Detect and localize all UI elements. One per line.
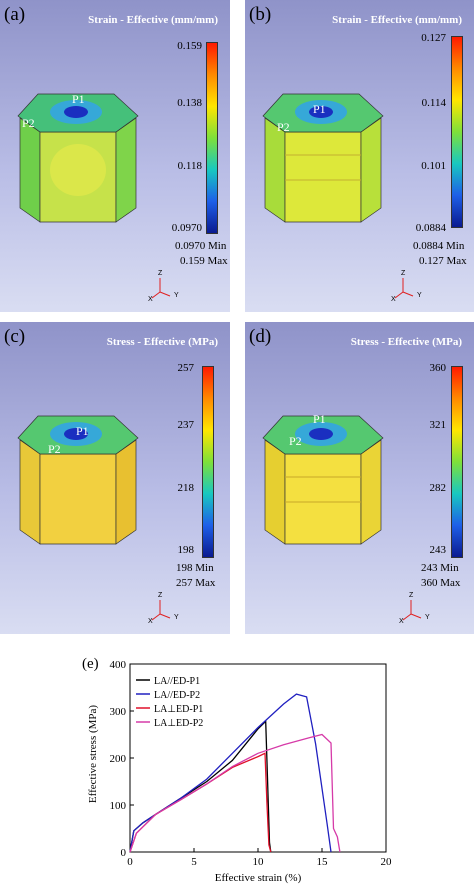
point-p2-label: P2 xyxy=(48,442,61,456)
hexagonal-prism-model xyxy=(262,93,384,223)
panel-d: (d) Stress - Effective (MPa) P1 P2 360 3… xyxy=(245,322,474,634)
y-tick-label: 300 xyxy=(110,706,127,718)
hexagonal-prism-model xyxy=(262,415,384,545)
panel-label: (d) xyxy=(249,326,272,347)
colorbar-tick: 0.101 xyxy=(421,160,446,172)
point-p1-label: P1 xyxy=(76,424,89,438)
panel-title: Stress - Effective (MPa) xyxy=(106,336,218,348)
max-value: 0.159 Max xyxy=(180,255,228,267)
x-tick-label: 15 xyxy=(317,856,329,868)
axis-z-label: Z xyxy=(158,592,163,599)
legend-entry: LA⊥ED-P1 xyxy=(154,704,203,715)
axis-x-label: X xyxy=(148,618,153,625)
colorbar-tick: 0.138 xyxy=(177,97,202,109)
min-value: 243 Min xyxy=(421,562,459,574)
series-line-1 xyxy=(129,719,272,853)
axis-x-label: X xyxy=(391,296,396,303)
stress-strain-chart: (e) Effective stress (MPa) Effective str… xyxy=(82,656,393,884)
panel-title: Strain - Effective (mm/mm) xyxy=(88,14,218,26)
colorbar-tick: 0.114 xyxy=(421,97,446,109)
panel-b: (b) Strain - Effective (mm/mm) P1 P2 0.1… xyxy=(245,0,474,312)
hexagonal-prism-model xyxy=(17,415,139,545)
x-tick-label: 0 xyxy=(127,856,133,868)
y-tick-label: 0 xyxy=(121,847,127,859)
colorbar-tick: 360 xyxy=(429,362,447,374)
panel-title: Strain - Effective (mm/mm) xyxy=(332,14,462,26)
y-tick-label: 100 xyxy=(110,800,127,812)
x-axis-title: Effective strain (%) xyxy=(215,872,302,884)
chart-panel-label: (e) xyxy=(82,656,99,672)
max-value: 0.127 Max xyxy=(419,255,467,267)
colorbar-tick: 282 xyxy=(429,482,447,494)
axis-z-label: Z xyxy=(158,270,163,277)
legend-entry: LA//ED-P1 xyxy=(154,676,200,687)
colorbar-tick: 321 xyxy=(429,419,447,431)
hexagonal-prism-model xyxy=(17,93,139,223)
colorbar-tick: 0.127 xyxy=(421,32,446,44)
y-tick-label: 200 xyxy=(110,753,127,765)
point-p2-label: P2 xyxy=(289,434,302,448)
axis-triad-icon xyxy=(151,600,171,621)
color-bar xyxy=(202,366,214,558)
y-tick-label: 400 xyxy=(110,659,127,671)
panel-title: Stress - Effective (MPa) xyxy=(350,336,462,348)
x-tick-label: 10 xyxy=(253,856,265,868)
min-value: 198 Min xyxy=(176,562,214,574)
min-value: 0.0884 Min xyxy=(413,240,465,252)
colorbar-tick: 0.118 xyxy=(177,160,202,172)
colorbar-tick: 237 xyxy=(177,419,195,431)
max-value: 257 Max xyxy=(176,577,216,589)
colorbar-tick: 0.0970 xyxy=(171,222,202,234)
colorbar-tick: 218 xyxy=(177,482,195,494)
colorbar-tick: 0.159 xyxy=(177,40,202,52)
axis-y-label: Y xyxy=(174,614,179,621)
axis-y-label: Y xyxy=(417,292,422,299)
axis-x-label: X xyxy=(399,618,404,625)
series-line-3 xyxy=(129,752,272,853)
max-value: 360 Max xyxy=(421,577,461,589)
y-axis-title: Effective stress (MPa) xyxy=(87,705,99,803)
axis-triad-icon xyxy=(402,600,422,621)
axis-triad-icon xyxy=(394,278,414,299)
x-tick-label: 20 xyxy=(381,856,393,868)
color-bar xyxy=(451,36,463,228)
panel-label: (b) xyxy=(249,4,272,25)
axis-y-label: Y xyxy=(174,292,179,299)
panel-label: (a) xyxy=(4,4,26,25)
colorbar-tick: 257 xyxy=(177,362,195,374)
min-value: 0.0970 Min xyxy=(175,240,227,252)
color-bar xyxy=(451,366,463,558)
axis-x-label: X xyxy=(148,296,153,303)
point-p1-label: P1 xyxy=(313,412,326,426)
axis-z-label: Z xyxy=(401,270,406,277)
panel-c: (c) Stress - Effective (MPa) P1 P2 257 2… xyxy=(0,322,230,634)
colorbar-tick: 198 xyxy=(177,544,195,556)
colorbar-tick: 243 xyxy=(429,544,447,556)
point-p2-label: P2 xyxy=(22,116,35,130)
series-line-4 xyxy=(129,733,341,853)
axis-y-label: Y xyxy=(425,614,430,621)
x-tick-label: 5 xyxy=(191,856,197,868)
axis-z-label: Z xyxy=(409,592,414,599)
colorbar-tick: 0.0884 xyxy=(415,222,446,234)
legend-entry: LA⊥ED-P2 xyxy=(154,718,203,729)
panel-label: (c) xyxy=(4,326,26,347)
axis-triad-icon xyxy=(151,278,171,299)
point-p1-label: P1 xyxy=(72,92,85,106)
point-p1-label: P1 xyxy=(313,102,326,116)
panel-a: (a) Strain - Effective (mm/mm) P1 P2 0.1… xyxy=(0,0,230,312)
legend-entry: LA//ED-P2 xyxy=(154,690,200,701)
point-p2-label: P2 xyxy=(277,120,290,134)
color-bar xyxy=(206,42,218,234)
